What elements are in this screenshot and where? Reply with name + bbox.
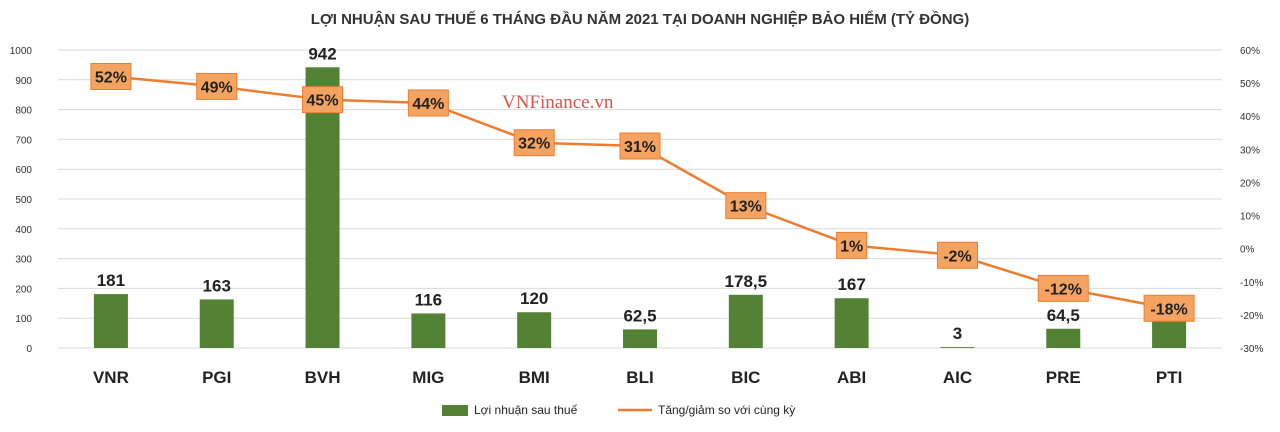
growth-label: 44%	[412, 96, 444, 113]
left-axis: 0 100 200 300 400 500 600 700 800 900 1000	[10, 46, 33, 355]
bar	[834, 298, 869, 348]
bar-value-label: 167	[837, 275, 865, 294]
growth-label: -2%	[943, 248, 971, 265]
growth-label-box	[90, 62, 132, 90]
right-tick-label: 10%	[1240, 212, 1260, 223]
growth-label-box	[936, 241, 978, 269]
growth-label: 52%	[95, 69, 127, 86]
left-tick-label: 100	[15, 314, 32, 325]
growth-line	[110, 75, 1170, 310]
category-axis: VNR PGI BVH MIG BMI BLI BIC ABI AIC PRE PTI	[93, 368, 1182, 387]
bar-value-label: 942	[308, 44, 336, 63]
right-tick-label: 50%	[1240, 79, 1260, 90]
growth-label: 45%	[307, 93, 339, 110]
left-tick-label: 600	[15, 165, 32, 176]
growth-label-box	[513, 129, 555, 157]
line-layer: 52% 49% 45% 44% 32% 31% 13% 1% -2% -12% -18%	[90, 62, 1195, 322]
growth-label: 32%	[518, 136, 550, 153]
growth-label: -18%	[1150, 301, 1187, 318]
left-tick-label: 700	[15, 135, 32, 146]
category-label: BIC	[731, 368, 760, 387]
right-tick-label: -30%	[1240, 344, 1263, 355]
legend-bar-label: Lợi nhuận sau thuế	[474, 403, 578, 417]
legend-bar-swatch	[442, 405, 468, 416]
right-axis: -30% -20% -10% 0% 10% 20% 30% 40% 50% 60%	[1240, 46, 1263, 355]
bar-value-label: 178,5	[725, 272, 768, 291]
growth-label-box	[302, 86, 344, 114]
left-tick-label: 0	[26, 344, 32, 355]
growth-label: 49%	[201, 79, 233, 96]
watermark: VNFinance.vn	[502, 92, 614, 113]
growth-label-box	[836, 231, 868, 259]
category-label: MIG	[412, 368, 444, 387]
bar	[93, 294, 128, 348]
bar	[411, 313, 446, 348]
chart-title: LỢI NHUẬN SAU THUẾ 6 THÁNG ĐẦU NĂM 2021 …	[311, 10, 969, 28]
left-tick-label: 400	[15, 225, 32, 236]
growth-label-box	[619, 132, 661, 160]
grid-layer	[58, 49, 1222, 349]
right-tick-label: 30%	[1240, 145, 1260, 156]
bar	[623, 329, 657, 348]
category-label: BLI	[626, 368, 653, 387]
growth-label: 31%	[624, 139, 656, 156]
bar	[517, 312, 552, 348]
growth-label-box	[725, 192, 767, 220]
category-label: PTI	[1156, 368, 1182, 387]
right-tick-label: 20%	[1240, 178, 1260, 189]
left-tick-label: 200	[15, 284, 32, 295]
growth-label-box	[196, 72, 238, 100]
legend-line-label: Tăng/giảm so với cùng kỳ	[658, 403, 795, 417]
growth-label-box	[1143, 294, 1195, 322]
growth-label: 13%	[730, 199, 762, 216]
category-label: AIC	[943, 368, 972, 387]
growth-label: 1%	[840, 238, 863, 255]
growth-label-box	[407, 89, 449, 117]
bar-value-label: 181	[97, 271, 125, 290]
bar-value-label: 62,5	[623, 306, 656, 325]
bar-value-label: 64,5	[1047, 306, 1080, 325]
bar-value-label: 120	[520, 289, 548, 308]
left-tick-label: 500	[15, 195, 32, 206]
category-label: BMI	[519, 368, 550, 387]
bar-value-label: 3	[953, 324, 962, 343]
bar	[305, 67, 340, 348]
legend: Lợi nhuận sau thuế Tăng/giảm so với cùng…	[442, 403, 795, 417]
bar	[728, 294, 763, 348]
growth-label: -12%	[1045, 281, 1082, 298]
bar	[1152, 319, 1187, 348]
right-tick-label: 40%	[1240, 112, 1260, 123]
category-label: BVH	[305, 368, 341, 387]
bar	[940, 347, 975, 348]
category-label: PGI	[202, 368, 231, 387]
bar	[1046, 328, 1081, 348]
right-tick-label: -20%	[1240, 311, 1263, 322]
right-tick-label: 0%	[1240, 245, 1255, 256]
right-tick-label: -10%	[1240, 278, 1263, 289]
category-label: VNR	[93, 368, 129, 387]
category-label: PRE	[1046, 368, 1081, 387]
left-tick-label: 1000	[10, 46, 33, 57]
category-label: ABI	[837, 368, 866, 387]
left-tick-label: 900	[15, 76, 32, 87]
left-tick-label: 300	[15, 255, 32, 266]
bar-value-label: 116	[415, 290, 442, 309]
bar	[199, 299, 234, 348]
right-tick-label: 60%	[1240, 46, 1260, 57]
left-tick-label: 800	[15, 106, 32, 117]
growth-label-box	[1037, 274, 1089, 302]
bar-value-label: 163	[203, 276, 231, 295]
